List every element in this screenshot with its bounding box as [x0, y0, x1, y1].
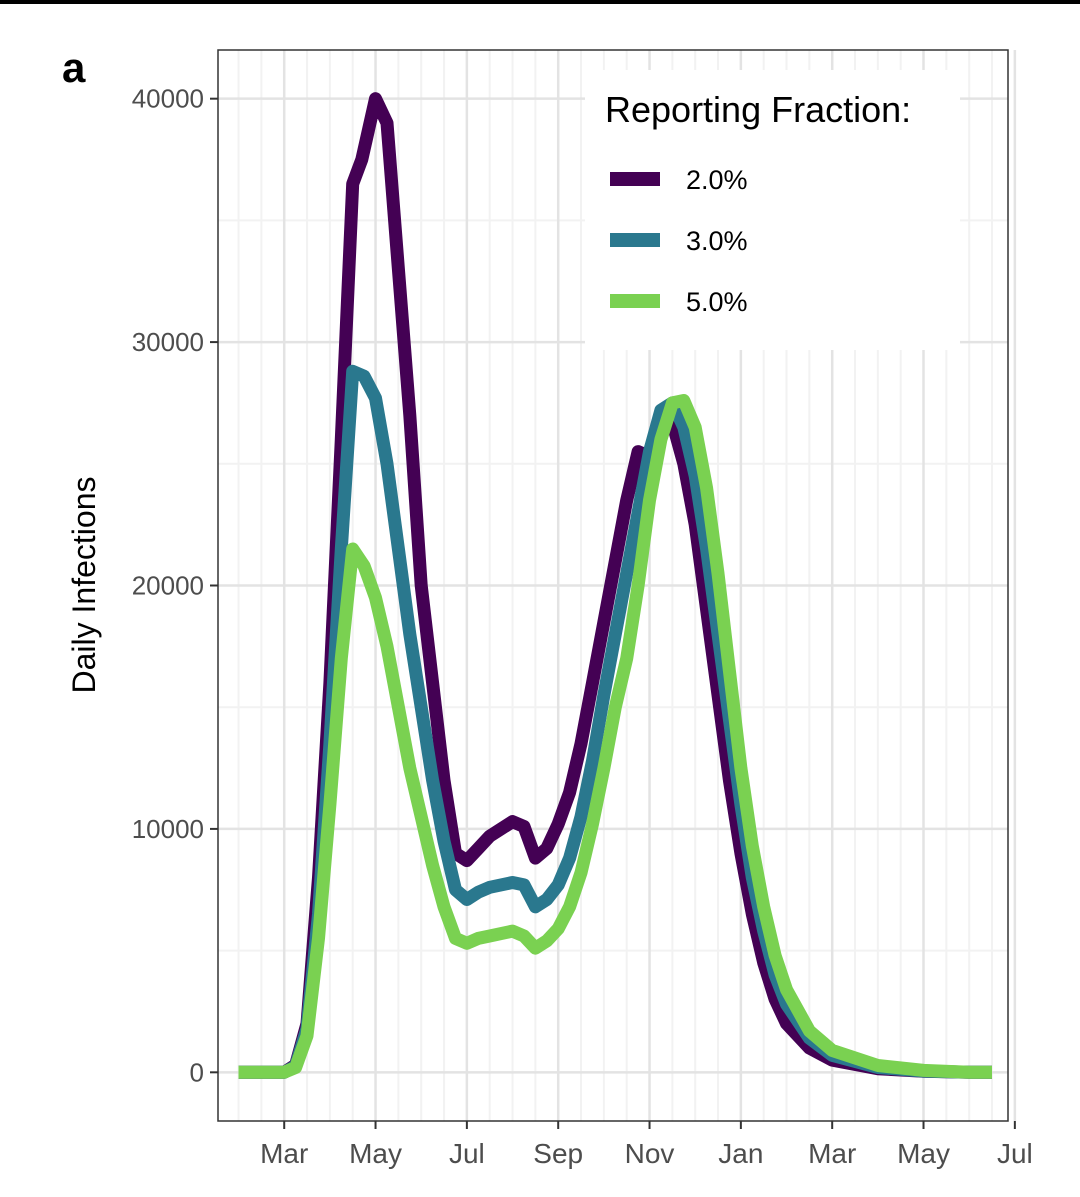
x-tick-label: Jan — [718, 1138, 763, 1169]
panel-label: a — [62, 44, 86, 91]
legend-label-3: 5.0% — [686, 287, 748, 317]
legend: Reporting Fraction: 2.0% 3.0% 5.0% — [585, 70, 960, 350]
y-tick-label: 30000 — [132, 327, 204, 357]
legend-label-1: 2.0% — [686, 165, 748, 195]
legend-title: Reporting Fraction: — [605, 89, 911, 130]
legend-items: 2.0% 3.0% 5.0% — [610, 165, 748, 317]
y-tick-label: 10000 — [132, 814, 204, 844]
x-tick-label: Jul — [997, 1138, 1033, 1169]
y-tick-label: 20000 — [132, 571, 204, 601]
x-tick-label: Sep — [533, 1138, 583, 1169]
x-tick-label: May — [897, 1138, 950, 1169]
y-axis: 0 10000 20000 30000 40000 — [132, 84, 218, 1087]
legend-swatch-2 — [610, 233, 660, 247]
series-line-1 — [238, 92, 992, 1079]
x-tick-label: Mar — [808, 1138, 856, 1169]
series-line-3 — [238, 394, 992, 1079]
legend-swatch-3 — [610, 294, 660, 308]
series-layer — [238, 92, 992, 1079]
x-tick-label: Jul — [449, 1138, 485, 1169]
legend-label-2: 3.0% — [686, 226, 748, 256]
x-tick-label: Nov — [625, 1138, 675, 1169]
x-tick-label: May — [349, 1138, 402, 1169]
legend-swatch-1 — [610, 172, 660, 186]
y-axis-title: Daily Infections — [66, 477, 102, 694]
x-axis: Mar May Jul Sep Nov Jan Mar May Jul — [260, 1121, 1033, 1169]
x-tick-label: Mar — [260, 1138, 308, 1169]
top-border-bar — [0, 0, 1080, 4]
y-tick-label: 0 — [190, 1057, 204, 1087]
y-tick-label: 40000 — [132, 84, 204, 114]
